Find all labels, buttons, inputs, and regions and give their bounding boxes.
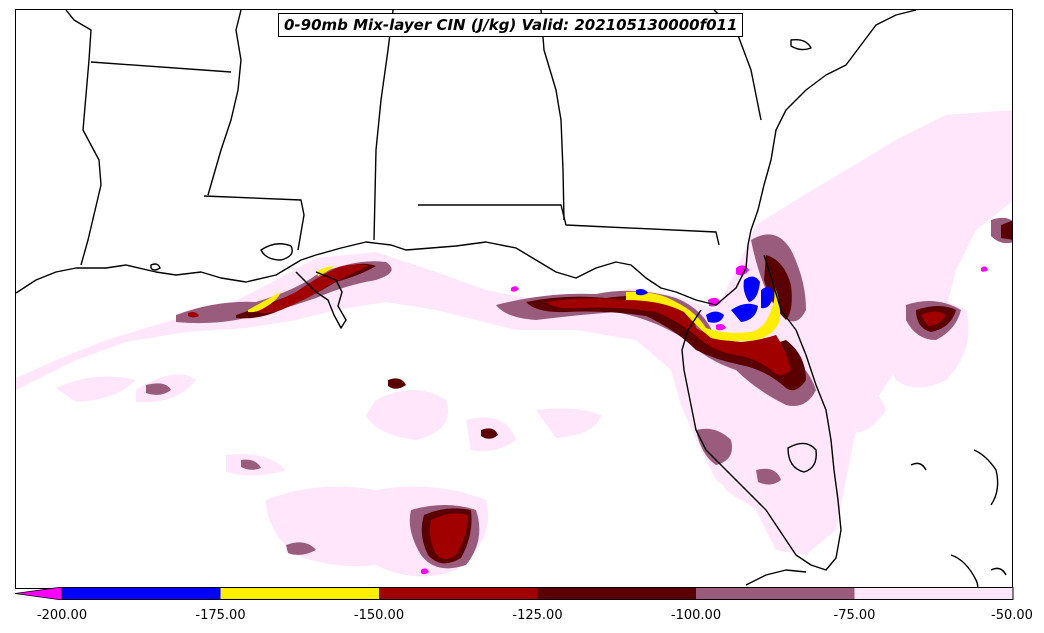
colorbar-tick-label: -125.00 <box>512 608 563 623</box>
colorbar <box>15 587 1014 600</box>
colorbar-tick-label: -100.00 <box>670 608 722 623</box>
colorbar-bin <box>62 587 221 600</box>
cin-field-light-pink <box>16 110 1012 577</box>
colorbar-tick-label: -200.00 <box>36 608 88 623</box>
colorbar-bin <box>537 587 696 600</box>
colorbar-tick-label: -50.00 <box>991 608 1033 623</box>
colorbar-tick-label: -175.00 <box>195 608 246 623</box>
colorbar-bin <box>379 587 538 600</box>
map-panel <box>15 9 1013 589</box>
colorbar-tick-label: -75.00 <box>833 608 876 623</box>
coastlines-borders <box>16 10 1007 588</box>
cin-map <box>16 10 1012 588</box>
map-title: 0-90mb Mix-layer CIN (J/kg) Valid: 20210… <box>278 13 744 37</box>
colorbar-tick-label: -150.00 <box>353 608 405 623</box>
colorbar-bin <box>854 587 1013 600</box>
colorbar-bin <box>220 587 379 600</box>
colorbar-bin <box>696 587 855 600</box>
colorbar-outline <box>61 587 1014 600</box>
cin-field-blue <box>636 276 774 323</box>
colorbar-extend-min <box>15 587 63 600</box>
